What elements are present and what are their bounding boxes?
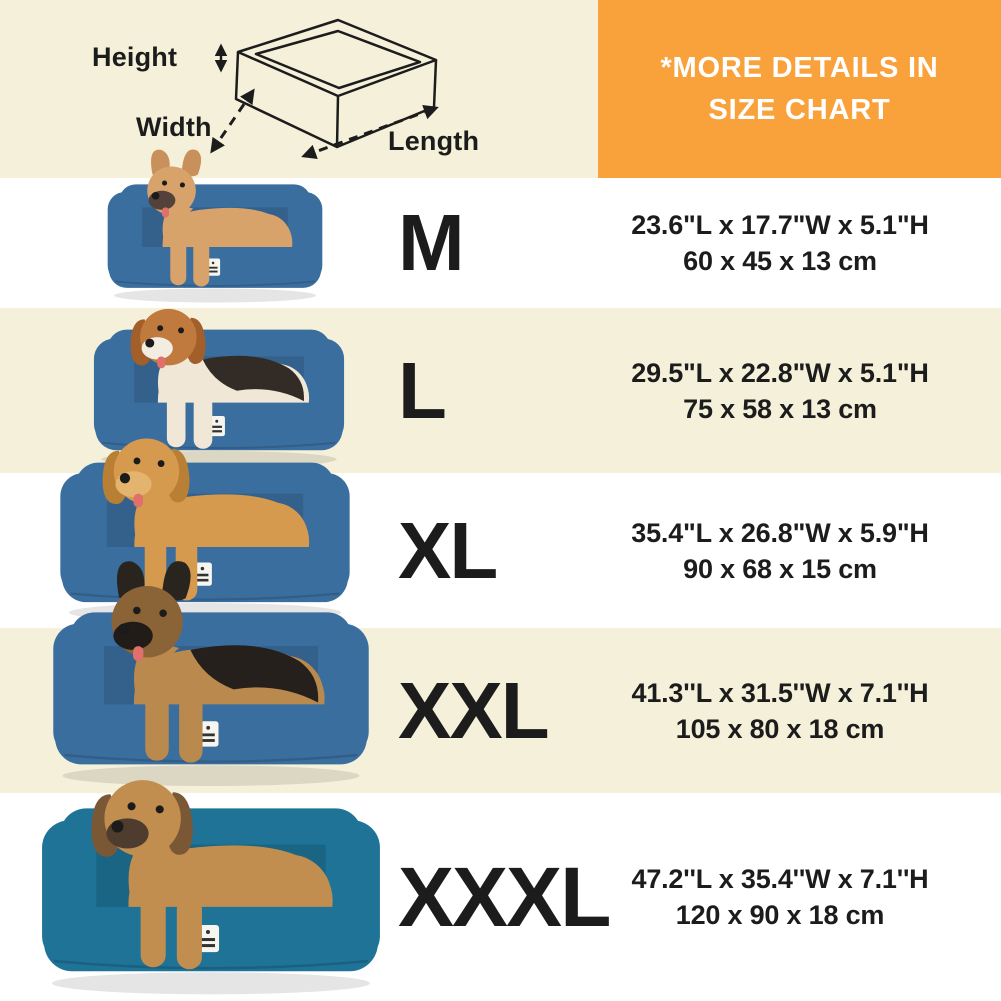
dimensions: 35.4"L x 26.8"W x 5.9"H 90 x 68 x 15 cm [580,515,980,587]
dimensions-inches: 41.3''L x 31.5''W x 7.1''H [631,677,929,708]
dimensions-cm: 90 x 68 x 15 cm [683,553,877,584]
dimensions-cm: 105 x 80 x 18 cm [675,713,885,744]
dimensions-inches: 23.6"L x 17.7"W x 5.1"H [631,210,929,240]
size-letter: XL [398,505,498,595]
dimensions-inches: 47.2''L x 35.4''W x 7.1''H [631,864,929,894]
dimensions: 47.2''L x 35.4''W x 7.1''H 120 x 90 x 18… [580,861,980,933]
dimensions: 29.5"L x 22.8"W x 5.1"H 75 x 58 x 13 cm [580,355,980,427]
dimensions: 41.3''L x 31.5''W x 7.1''H 105 x 80 x 18… [580,675,980,747]
size-letter: XXL [398,665,550,755]
bed-dimensions-sketch-icon [210,18,439,159]
banner-line-1: *MORE DETAILS IN [660,51,939,84]
header: Height Width Length *MORE DETAILS IN SIZ… [0,0,1001,178]
width-label: Width [136,112,212,142]
dimension-diagram: Height Width Length [0,0,598,178]
dimensions-cm: 60 x 45 x 13 cm [683,246,877,276]
dimensions-inches: 35.4"L x 26.8"W x 5.9"H [631,517,929,548]
size-letter: L [398,345,447,435]
size-row-xxxl: XXXL 47.2''L x 35.4''W x 7.1''H 120 x 90… [0,779,1001,1001]
dimensions-cm: 120 x 90 x 18 cm [675,900,885,930]
dimensions-inches: 29.5"L x 22.8"W x 5.1"H [631,357,929,388]
height-label: Height [92,42,178,72]
size-row-m: M 23.6"L x 17.7"W x 5.1"H 60 x 45 x 13 c… [0,149,1001,308]
banner-line-2: SIZE CHART [708,94,891,126]
dog-photo-mastiff [42,779,380,994]
size-chart-banner: *MORE DETAILS IN SIZE CHART [598,0,1001,178]
length-label: Length [388,126,480,156]
dimensions: 23.6"L x 17.7"W x 5.1"H 60 x 45 x 13 cm [580,207,980,279]
size-letter: XXXL [398,850,611,944]
dimensions-cm: 75 x 58 x 13 cm [683,393,877,424]
size-row-xxl: XXL 41.3''L x 31.5''W x 7.1''H 105 x 80 … [0,561,1001,793]
size-letter: M [398,198,465,287]
dog-photo-french-bulldog [107,149,323,303]
